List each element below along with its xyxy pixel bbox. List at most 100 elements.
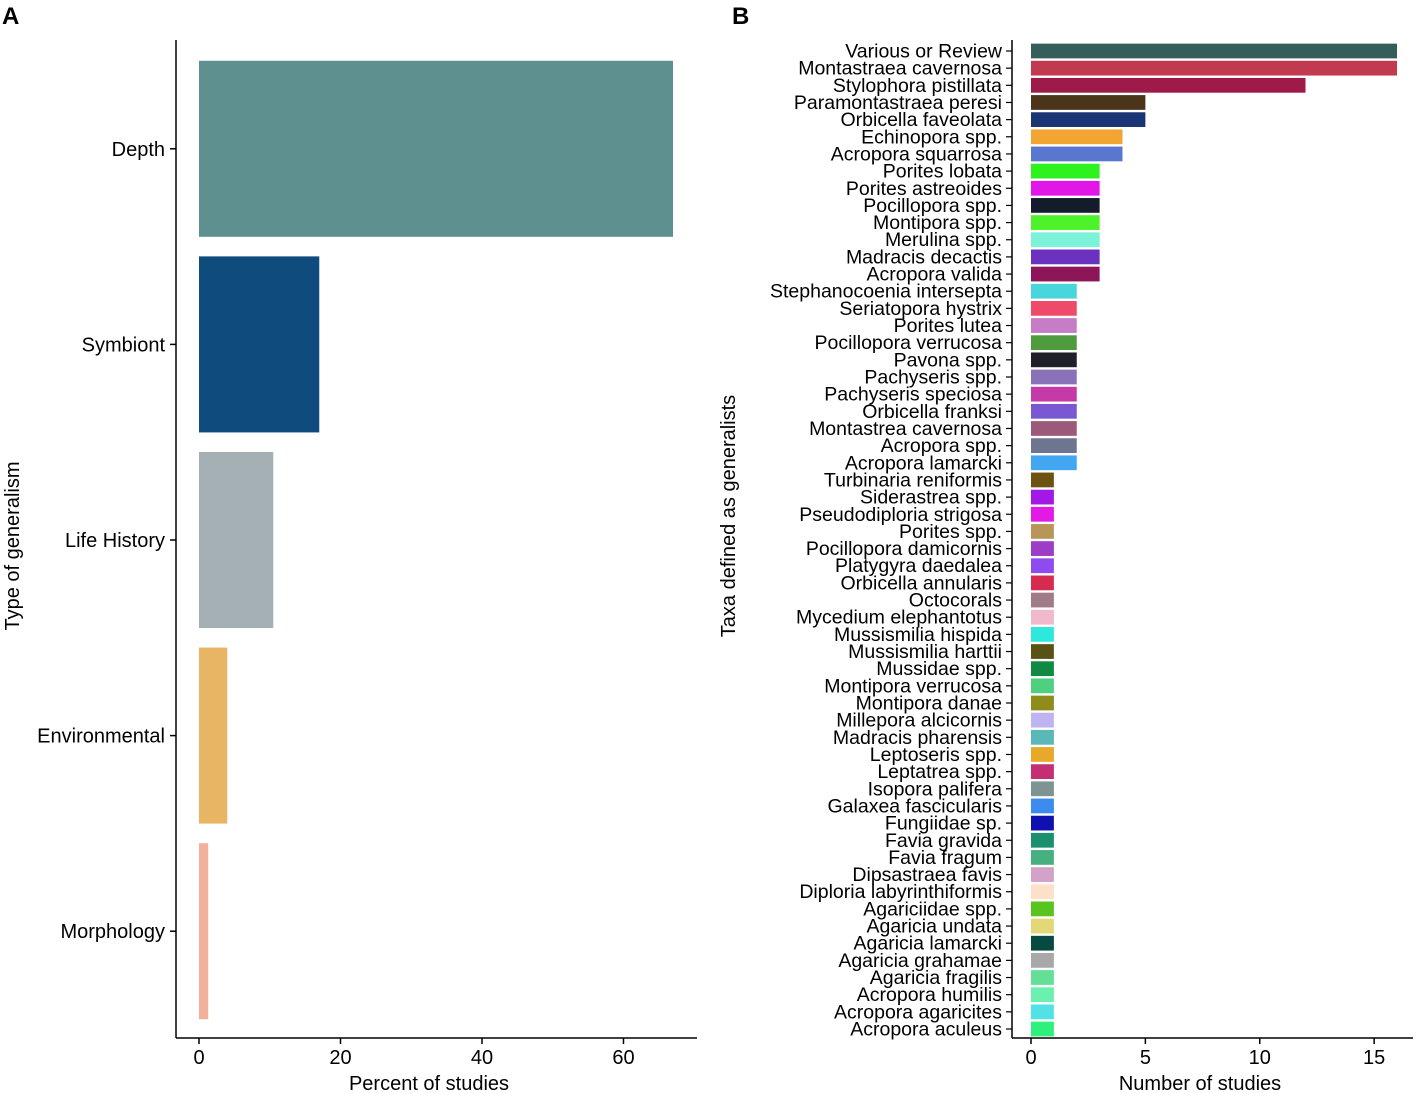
y-tick-label-environmental: Environmental	[37, 726, 165, 748]
bar-dipsastraea-favis	[1031, 867, 1054, 882]
bar-seriatopora-hystrix	[1031, 300, 1077, 316]
y-tick-label-montipora-spp: Montipora spp.	[873, 212, 1002, 234]
y-tick-label-acropora-spp: Acropora spp.	[881, 435, 1002, 457]
bar-pseudodiploria-strigosa	[1031, 506, 1054, 522]
bar-pachyseris-speciosa	[1031, 386, 1077, 402]
y-tick-label-pavona-spp: Pavona spp.	[894, 349, 1002, 371]
bar-porites-astreoides	[1031, 180, 1100, 196]
y-tick-label-mycedium-elephantotus: Mycedium elephantotus	[796, 607, 1002, 629]
y-tick-label-orbicella-franksi: Orbicella franksi	[862, 401, 1002, 423]
y-tick-label-mussismilia-hispida: Mussismilia hispida	[834, 624, 1002, 646]
bar-life-history	[199, 451, 274, 629]
y-tick-label-various-or-review: Various or Review	[845, 41, 1003, 63]
panel-a-letter: A	[2, 3, 19, 30]
bar-pocillopora-verrucosa	[1031, 335, 1077, 351]
bar-mussismilia-harttii	[1031, 644, 1054, 659]
bar-acropora-spp	[1031, 438, 1077, 454]
panel-b-bars	[1031, 43, 1397, 1037]
y-tick-label-acropora-valida: Acropora valida	[867, 264, 1003, 286]
bar-acropora-agaricites	[1031, 1004, 1054, 1020]
y-tick-label-pachyseris-speciosa: Pachyseris speciosa	[824, 384, 1002, 406]
bar-montipora-spp	[1031, 215, 1100, 230]
bar-montastraea-cavernosa	[1031, 60, 1397, 76]
y-tick-label-seriatopora-hystrix: Seriatopora hystrix	[839, 298, 1002, 320]
y-tick-label-fungiidae-sp: Fungiidae sp.	[885, 813, 1002, 835]
panel-a-x-axis-title: Percent of studies	[349, 1073, 509, 1093]
y-tick-label-acropora-agaricites: Acropora agaricites	[834, 1001, 1002, 1023]
y-tick-label-stylophora-pistillata: Stylophora pistillata	[833, 75, 1002, 97]
y-tick-label-millepora-alcicornis: Millepora alcicornis	[836, 710, 1002, 732]
y-tick-label-leptatrea-spp: Leptatrea spp.	[877, 761, 1002, 783]
bar-acropora-aculeus	[1031, 1021, 1054, 1037]
bar-acropora-valida	[1031, 266, 1100, 282]
y-tick-label-montipora-danae: Montipora danae	[856, 693, 1002, 715]
bar-acropora-lamarcki	[1031, 455, 1077, 471]
y-tick-label-mussismilia-harttii: Mussismilia harttii	[848, 641, 1002, 663]
y-tick-label-acropora-aculeus: Acropora aculeus	[850, 1019, 1002, 1041]
bar-diploria-labyrinthiformis	[1031, 884, 1054, 900]
y-tick-label-agaricia-fragilis: Agaricia fragilis	[870, 967, 1002, 989]
bar-octocorals	[1031, 592, 1054, 608]
bar-various-or-review	[1031, 43, 1397, 59]
bar-pavona-spp	[1031, 352, 1077, 368]
bar-depth	[199, 60, 673, 237]
y-tick-label-porites-astreoides: Porites astreoides	[846, 178, 1002, 200]
x-tick-label-15: 15	[1363, 1047, 1385, 1069]
bar-montastrea-cavernosa	[1031, 421, 1077, 436]
bar-montipora-verrucosa	[1031, 678, 1054, 694]
panel-a-chart: Depth Symbiont Life History Environmental Mo…	[2, 40, 697, 1093]
y-tick-label-galaxea-fascicularis: Galaxea fascicularis	[828, 795, 1003, 817]
y-tick-label-madracis-pharensis: Madracis pharensis	[833, 727, 1002, 749]
panel-b-x-ticks: 0 5 10 15	[1025, 1038, 1385, 1069]
bar-mussismilia-hispida	[1031, 626, 1054, 642]
bar-porites-lutea	[1031, 318, 1077, 333]
bar-madracis-pharensis	[1031, 729, 1054, 745]
y-tick-label-merulina-spp: Merulina spp.	[885, 229, 1002, 251]
y-tick-label-pocillopora-spp: Pocillopora spp.	[863, 195, 1002, 217]
y-tick-label-diploria-labyrinthiformis: Diploria labyrinthiformis	[799, 881, 1002, 903]
panel-b-x-axis-title: Number of studies	[1119, 1073, 1281, 1093]
y-tick-label-symbiont: Symbiont	[82, 334, 166, 356]
y-tick-label-life-history: Life History	[65, 530, 165, 552]
bar-agaricia-grahamae	[1031, 952, 1054, 968]
bar-galaxea-fascicularis	[1031, 798, 1054, 814]
bar-fungiidae-sp	[1031, 815, 1054, 831]
x-tick-label-40: 40	[471, 1047, 493, 1069]
bar-acropora-humilis	[1031, 987, 1054, 1003]
y-tick-label-pocillopora-damicornis: Pocillopora damicornis	[806, 538, 1002, 560]
bar-turbinaria-reniformis	[1031, 472, 1054, 488]
bar-isopora-palifera	[1031, 781, 1054, 797]
bar-platygyra-daedalea	[1031, 558, 1054, 574]
y-tick-label-acropora-squarrosa: Acropora squarrosa	[831, 143, 1002, 165]
bar-montipora-danae	[1031, 695, 1054, 711]
y-tick-label-morphology: Morphology	[60, 921, 165, 943]
y-tick-label-agariciidae-spp: Agariciidae spp.	[863, 898, 1002, 920]
y-tick-label-mussidae-spp: Mussidae spp.	[876, 658, 1002, 680]
bar-favia-gravida	[1031, 832, 1054, 848]
x-tick-label-60: 60	[612, 1047, 634, 1069]
y-tick-label-depth: Depth	[112, 139, 165, 161]
y-tick-label-porites-lutea: Porites lutea	[894, 315, 1003, 337]
y-tick-label-pocillopora-verrucosa: Pocillopora verrucosa	[814, 332, 1002, 354]
y-tick-label-echinopora-spp: Echinopora spp.	[861, 126, 1002, 148]
bar-echinopora-spp	[1031, 129, 1123, 145]
bar-millepora-alcicornis	[1031, 712, 1054, 728]
bar-porites-spp	[1031, 524, 1054, 539]
y-tick-label-porites-lobata: Porites lobata	[883, 161, 1002, 183]
y-tick-label-dipsastraea-favis: Dipsastraea favis	[852, 864, 1002, 886]
y-tick-label-platygyra-daedalea: Platygyra daedalea	[835, 555, 1002, 577]
y-tick-label-pachyseris-spp: Pachyseris spp.	[864, 367, 1002, 389]
y-tick-label-pseudodiploria-strigosa: Pseudodiploria strigosa	[799, 504, 1002, 526]
y-tick-label-octocorals: Octocorals	[909, 590, 1002, 612]
bar-mussidae-spp	[1031, 661, 1054, 677]
bar-favia-fragum	[1031, 850, 1054, 865]
x-tick-label-10: 10	[1249, 1047, 1271, 1069]
y-tick-label-favia-gravida: Favia gravida	[885, 830, 1002, 852]
y-tick-label-paramontastraea-peresi: Paramontastraea peresi	[794, 92, 1002, 114]
bar-paramontastraea-peresi	[1031, 95, 1146, 110]
y-tick-label-montipora-verrucosa: Montipora verrucosa	[824, 675, 1002, 697]
y-tick-label-stephanocoenia-intersepta: Stephanocoenia intersepta	[770, 281, 1002, 303]
y-tick-label-orbicella-faveolata: Orbicella faveolata	[840, 109, 1002, 131]
